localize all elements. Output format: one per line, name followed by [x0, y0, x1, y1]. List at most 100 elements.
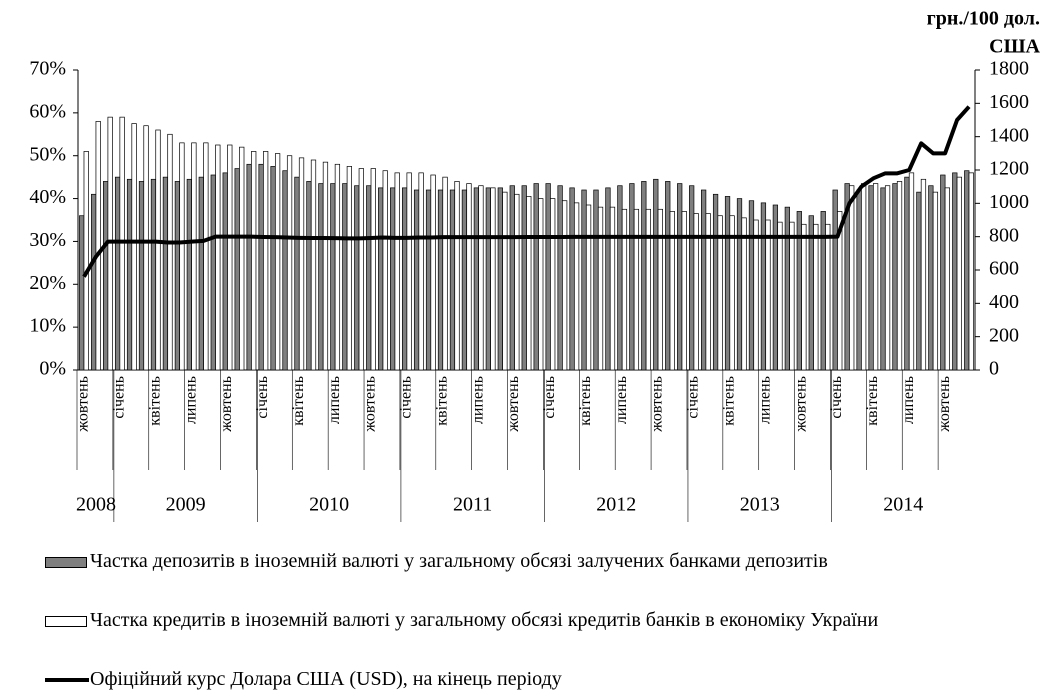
bar — [366, 185, 372, 371]
bar — [346, 166, 352, 371]
x-tick-label: січень — [685, 376, 702, 419]
bar — [478, 185, 484, 371]
bar — [358, 168, 364, 371]
x-tick-label: жовтень — [792, 376, 809, 433]
bar — [310, 159, 317, 371]
group-label: 2012 — [596, 494, 636, 516]
bar — [825, 223, 831, 371]
bar — [665, 181, 671, 371]
bar — [813, 223, 819, 371]
bar — [286, 155, 293, 371]
bar — [657, 208, 663, 371]
group-label: 2013 — [740, 494, 780, 516]
bar — [138, 181, 145, 371]
bar — [143, 125, 149, 371]
bar — [406, 172, 412, 371]
bar — [681, 211, 687, 371]
bar — [856, 189, 862, 371]
bar — [526, 196, 532, 371]
bar — [413, 189, 420, 371]
bar — [234, 168, 240, 371]
legend-swatch — [45, 678, 89, 682]
bar — [677, 183, 683, 371]
bar — [502, 191, 508, 371]
bar — [645, 208, 651, 371]
bar — [378, 187, 384, 371]
bar — [263, 151, 269, 371]
bar — [402, 187, 408, 371]
bar — [916, 191, 922, 371]
y2-tick-label: 1600 — [989, 91, 1029, 113]
bar — [198, 176, 204, 371]
bar — [370, 168, 376, 371]
bar — [294, 176, 300, 371]
x-tick-label: липень — [326, 376, 343, 424]
bar — [270, 166, 276, 371]
bar — [430, 174, 436, 371]
bar — [617, 185, 623, 371]
bar — [437, 189, 444, 371]
bar — [79, 215, 85, 371]
y2-tick-label: 600 — [989, 258, 1019, 280]
bar — [258, 163, 264, 371]
bar — [585, 204, 592, 371]
bar — [641, 181, 647, 371]
x-tick-label: жовтень — [505, 376, 522, 433]
bar — [533, 183, 539, 371]
bar — [390, 187, 396, 371]
bar — [593, 189, 599, 371]
bar — [330, 183, 336, 371]
bar — [179, 142, 185, 371]
bar — [701, 189, 707, 371]
bar — [222, 172, 228, 371]
y-tick-label: 10% — [29, 315, 66, 337]
x-tick-label: жовтень — [218, 376, 235, 433]
x-tick-label: жовтень — [936, 376, 953, 433]
bar — [509, 185, 515, 371]
bar — [861, 183, 867, 371]
bar — [557, 185, 563, 371]
bar — [956, 176, 962, 371]
y-tick-label: 70% — [29, 58, 66, 80]
bar — [717, 215, 723, 371]
chart: грн./100 дол. США 0% 10% 20% 30% 40% 50% 60% 70… — [29, 8, 1041, 522]
bar — [91, 193, 97, 371]
bar — [605, 187, 611, 371]
bar — [150, 178, 157, 371]
bar — [928, 185, 934, 371]
x-tick-label: січень — [111, 376, 128, 419]
line — [82, 105, 971, 278]
bar — [880, 187, 886, 371]
bar — [203, 142, 209, 371]
y2-tick-label: 200 — [989, 324, 1019, 346]
x-tick-label: квітень — [720, 376, 737, 426]
bar — [394, 172, 400, 371]
bar — [318, 183, 324, 371]
bar — [186, 178, 192, 371]
bar — [449, 189, 456, 371]
bar — [693, 213, 699, 371]
x-tick-label: квітень — [146, 376, 163, 426]
y2-tick-label: 1800 — [989, 58, 1029, 80]
bar — [274, 153, 281, 371]
bar — [83, 151, 89, 371]
bar — [114, 176, 121, 371]
bar — [354, 185, 360, 371]
x-tick-label: жовтень — [362, 376, 379, 433]
bar — [872, 183, 879, 371]
bar — [155, 129, 161, 371]
x-tick-label: квітень — [864, 376, 881, 426]
y-tick-label: 50% — [29, 143, 66, 165]
bar — [964, 170, 970, 371]
bar — [162, 176, 169, 371]
bar — [832, 189, 838, 371]
y-tick-label: 60% — [29, 100, 66, 122]
y2-tick-label: 1400 — [989, 124, 1029, 146]
group-label: 2008 — [76, 494, 116, 516]
y2-tick-label: 400 — [989, 291, 1019, 313]
x-tick-label: січень — [254, 376, 271, 419]
x-tick-label: січень — [828, 376, 845, 419]
y-tick-label: 40% — [29, 186, 66, 208]
bar — [581, 189, 587, 371]
